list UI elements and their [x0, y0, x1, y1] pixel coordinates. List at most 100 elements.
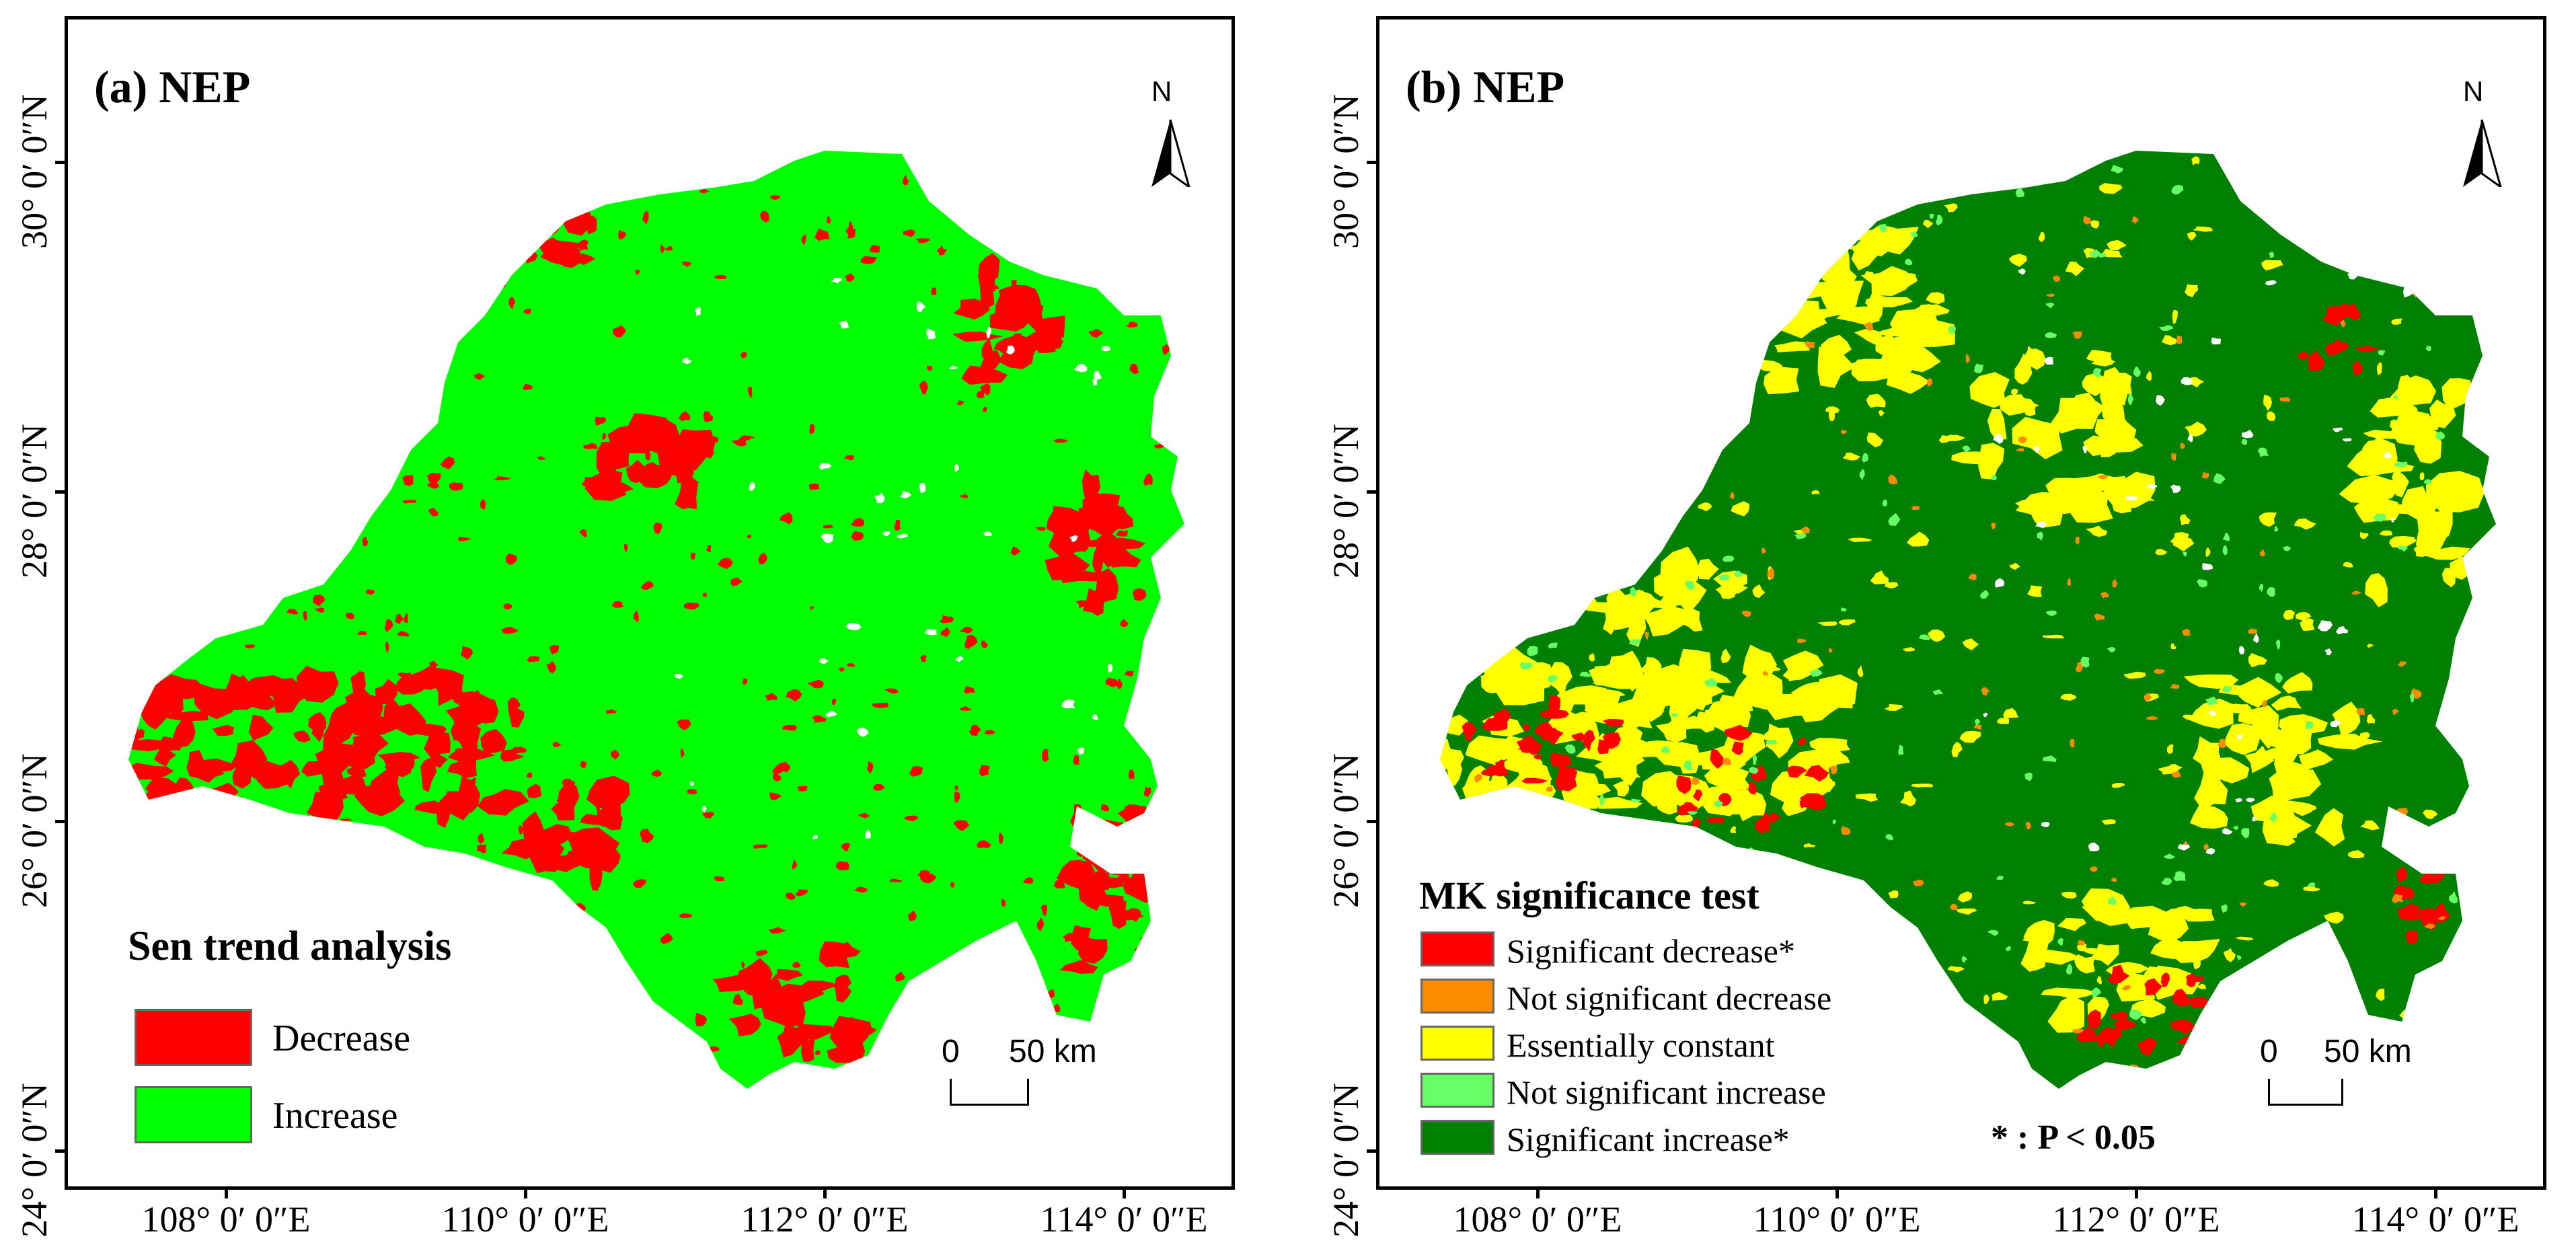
decrease-speck [526, 771, 533, 778]
constant-speck [1511, 258, 1536, 264]
not-significant-decrease-speck [1789, 247, 1798, 256]
legend-swatch-not-significant-decrease [1420, 979, 1494, 1014]
not-significant-decrease-speck [1774, 161, 1783, 169]
not-significant-increase-speck [2045, 332, 2057, 338]
decrease-speck [982, 1024, 988, 1034]
legend-label-increase: Increase [272, 1095, 398, 1137]
constant-speck [1857, 196, 1862, 204]
significant-decrease-patch [2353, 361, 2363, 375]
constant-speck [1848, 246, 1866, 251]
decrease-speck [1088, 329, 1104, 338]
significant-decrease-patch [1804, 765, 1829, 782]
legend-title: MK significance test [1419, 874, 1759, 917]
lat-label-28: 28° 0′ 0″N [1326, 424, 1366, 578]
decrease-speck [393, 418, 400, 424]
water-speck [2208, 710, 2217, 716]
significant-decrease-patch [2172, 989, 2189, 1007]
not-significant-decrease-speck [2171, 452, 2176, 461]
decrease-speck [397, 631, 409, 637]
water-speck [954, 463, 960, 473]
not-significant-increase-speck [2233, 825, 2239, 831]
decrease-speck [303, 611, 307, 621]
not-significant-decrease-speck [2356, 708, 2365, 716]
decrease-patch [1087, 877, 1125, 888]
constant-speck [2091, 358, 2115, 367]
decrease-speck [591, 993, 604, 998]
not-significant-decrease-speck [2392, 708, 2399, 716]
decrease-speck [1116, 679, 1123, 689]
decrease-speck [385, 642, 389, 653]
decrease-speck [580, 760, 586, 769]
decrease-speck [209, 597, 215, 611]
decrease-patch [507, 697, 521, 717]
decrease-speck [981, 640, 988, 648]
water-speck [1061, 699, 1075, 709]
significant-decrease-patch [1724, 724, 1753, 741]
decrease-patch [338, 706, 376, 737]
decrease-speck [739, 435, 755, 441]
water-speck [2211, 337, 2221, 345]
not-significant-decrease-speck [1804, 341, 1815, 348]
decrease-speck [792, 961, 801, 968]
not-significant-increase-speck [1714, 800, 1723, 808]
decrease-patch [1078, 936, 1108, 964]
not-significant-decrease-speck [1835, 1050, 1848, 1056]
significant-decrease-patch [2160, 973, 2170, 988]
decrease-speck [397, 672, 412, 678]
not-significant-decrease-speck [2070, 738, 2075, 748]
constant-speck [1720, 648, 1731, 664]
not-significant-decrease-speck [1566, 315, 1575, 324]
decrease-speck [478, 833, 485, 844]
not-significant-increase-speck [1733, 294, 1746, 298]
significant-decrease-patch [2100, 1027, 2123, 1047]
panel-title: (b) NEP [1406, 61, 1565, 112]
decrease-speck [319, 859, 330, 866]
not-significant-increase-speck [1610, 276, 1621, 286]
decrease-speck [405, 1077, 412, 1089]
water-speck [1993, 433, 2004, 445]
constant-speck [1878, 410, 1885, 416]
decrease-patch [556, 796, 572, 808]
constant-speck [2386, 211, 2394, 225]
decrease-speck [747, 534, 752, 539]
not-significant-decrease-speck [2391, 894, 2404, 904]
not-significant-increase-speck [2107, 646, 2116, 653]
decrease-speck [241, 763, 251, 773]
decrease-speck [772, 762, 786, 775]
constant-speck [2193, 959, 2201, 970]
not-significant-decrease-speck [1762, 671, 1768, 676]
decrease-speck [436, 1042, 444, 1050]
decrease-patch [534, 220, 556, 235]
water-speck [831, 277, 842, 284]
constant-speck [2266, 411, 2276, 421]
not-significant-increase-speck [2269, 251, 2275, 258]
constant-patch [1681, 614, 1699, 627]
decrease-speck [453, 301, 462, 307]
significance-note: * : P < 0.05 [1991, 1118, 2156, 1157]
lon-tick [2434, 1188, 2437, 1198]
constant-speck [2405, 262, 2423, 271]
decrease-speck [690, 552, 695, 560]
not-significant-decrease-speck [1767, 568, 1775, 579]
decrease-speck [996, 972, 1003, 979]
decrease-patch [478, 789, 529, 816]
constant-speck [1456, 847, 1474, 861]
decrease-speck [595, 416, 607, 426]
decrease-speck [325, 523, 336, 535]
decrease-speck [872, 702, 888, 708]
constant-speck [1685, 205, 1701, 211]
constant-speck [2377, 362, 2382, 376]
significant-decrease-patch [1602, 732, 1621, 749]
constant-patch [1626, 613, 1646, 647]
not-significant-increase-speck [1898, 745, 1904, 756]
not-significant-increase-speck [2213, 473, 2226, 484]
panel-b: (b) NEP N MK significance test Significa… [1312, 0, 2576, 1257]
constant-speck [1527, 269, 1550, 280]
constant-speck [1866, 393, 1886, 408]
decrease-speck [272, 1086, 288, 1089]
decrease-speck [158, 866, 166, 870]
water-speck [2242, 429, 2254, 439]
constant-speck [2107, 239, 2127, 251]
not-significant-increase-speck [1599, 794, 1605, 806]
significant-decrease-patch [1462, 722, 1477, 742]
